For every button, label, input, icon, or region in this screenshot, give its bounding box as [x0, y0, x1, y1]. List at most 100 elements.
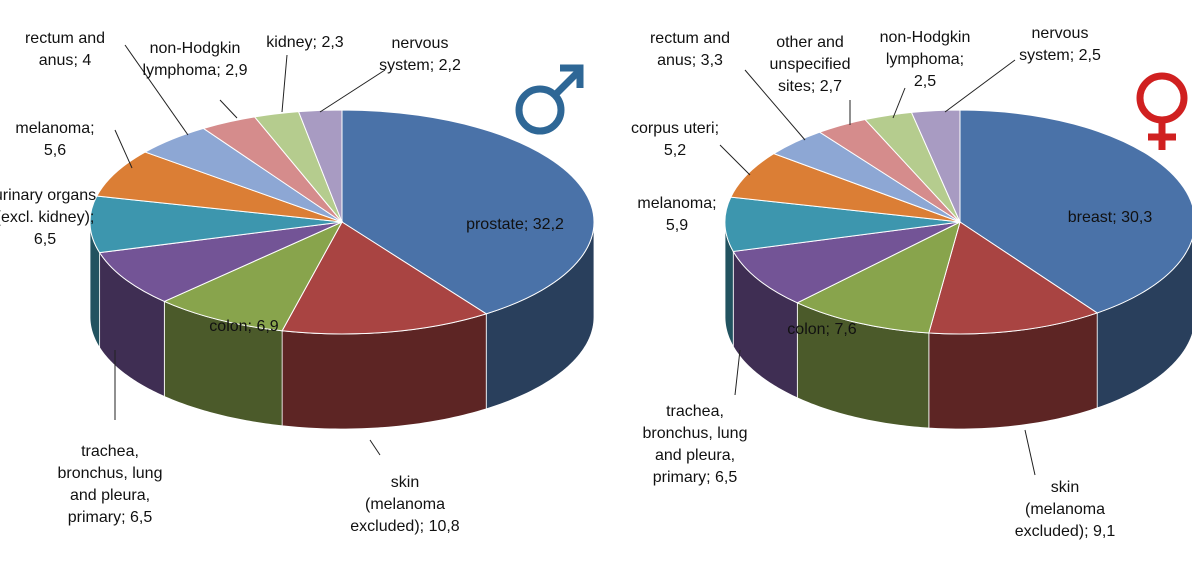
- data-label: melanoma; 5,6: [5, 118, 105, 162]
- category-label: breast: [1067, 209, 1113, 226]
- value-label: 5,2: [663, 142, 687, 159]
- category-label: skin (melanoma excluded): [350, 474, 446, 535]
- category-label: prostate: [466, 216, 524, 233]
- data-label: rectum and anus; 4: [10, 28, 120, 72]
- category-label: non-Hodgkin lymphoma: [879, 29, 971, 68]
- label-separator: ;: [216, 62, 221, 79]
- data-label: prostate; 32,2: [465, 214, 565, 236]
- leader-line: [944, 59, 1016, 113]
- category-label: rectum and anus: [649, 30, 731, 69]
- leader-line: [1024, 429, 1036, 476]
- label-separator: ;: [712, 195, 717, 212]
- label-separator: ;: [429, 57, 435, 74]
- pie-slice: [910, 109, 961, 223]
- value-label: 2,2: [438, 57, 461, 74]
- male-symbol: [515, 64, 584, 135]
- pie-slice: [281, 221, 488, 335]
- leader-line: [892, 87, 906, 119]
- pie-slice: [163, 220, 344, 332]
- pie-slice: [732, 221, 961, 304]
- value-label: 9,1: [1093, 523, 1116, 540]
- value-label: 6,5: [715, 469, 738, 486]
- value-label: 5,9: [665, 217, 689, 234]
- label-separator: ;: [959, 51, 965, 68]
- value-label: 2,5: [1078, 47, 1101, 64]
- value-label: 6,5: [130, 509, 153, 526]
- label-separator: ;: [691, 52, 697, 69]
- leader-line: [219, 99, 238, 119]
- category-label: colon: [787, 321, 826, 338]
- leader-line: [114, 129, 133, 169]
- value-label: 2,3: [321, 34, 344, 51]
- label-separator: ;: [810, 78, 816, 95]
- category-label: nervous system: [379, 35, 449, 74]
- category-label: urinary organs (excl. kidney): [0, 187, 97, 226]
- leader-line: [719, 144, 751, 176]
- category-label: melanoma: [637, 195, 713, 212]
- label-separator: ;: [419, 518, 425, 535]
- label-separator: ;: [90, 120, 95, 137]
- data-label: rectum and anus; 3,3: [635, 28, 745, 72]
- pie-sides: [724, 221, 1192, 430]
- pie-tops: [724, 109, 1192, 335]
- leader-line: [744, 69, 806, 141]
- value-label: 30,3: [1121, 209, 1153, 226]
- data-label: corpus uteri; 5,2: [620, 118, 730, 162]
- leader-line: [281, 54, 288, 113]
- leader-line: [124, 44, 189, 136]
- label-separator: ;: [706, 469, 711, 486]
- pie-slice: [98, 221, 343, 302]
- category-label: other and unspecified sites: [769, 34, 851, 95]
- value-label: 5,6: [43, 142, 67, 159]
- data-label: colon; 6,9: [179, 316, 309, 338]
- data-label: non-Hodgkin lymphoma; 2,5: [875, 27, 975, 93]
- category-label: skin (melanoma excluded): [1014, 479, 1106, 540]
- pie-slice: [928, 221, 1099, 335]
- pie-slice: [341, 109, 595, 315]
- label-separator: ;: [523, 216, 529, 233]
- label-separator: ;: [825, 321, 830, 338]
- data-label: urinary organs (excl. kidney); 6,5: [0, 185, 108, 251]
- category-label: kidney: [266, 34, 313, 51]
- value-label: 2,5: [913, 73, 937, 90]
- value-label: 3,3: [700, 52, 723, 69]
- label-separator: ;: [312, 34, 317, 51]
- label-separator: ;: [247, 318, 252, 335]
- category-label: trachea, bronchus, lung and pleura, prim…: [642, 403, 748, 486]
- leader-line: [734, 349, 741, 396]
- data-label: nervous system; 2,5: [1005, 23, 1115, 67]
- data-label: skin (melanoma excluded); 9,1: [1010, 477, 1120, 543]
- pie-slice: [959, 109, 1192, 314]
- data-label: nervous system; 2,2: [365, 33, 475, 77]
- data-label: trachea, bronchus, lung and pleura, prim…: [55, 441, 165, 529]
- value-label: 2,7: [819, 78, 843, 95]
- leader-line: [319, 69, 386, 113]
- pie-slice: [297, 109, 343, 223]
- label-separator: ;: [73, 52, 78, 69]
- pie-sides: [89, 221, 595, 430]
- label-separator: ;: [1112, 209, 1117, 226]
- value-label: 2,9: [225, 62, 248, 79]
- data-label: kidney; 2,3: [255, 32, 355, 54]
- pie-slice: [96, 151, 343, 223]
- pie-tops: [89, 109, 595, 335]
- label-separator: ;: [89, 209, 95, 226]
- label-separator: ;: [714, 120, 720, 137]
- label-separator: ;: [1069, 47, 1075, 64]
- data-label: colon; 7,6: [767, 319, 877, 341]
- label-separator: ;: [121, 509, 126, 526]
- value-label: 4: [82, 52, 92, 69]
- category-label: melanoma: [15, 120, 91, 137]
- data-label: breast; 30,3: [1055, 207, 1165, 229]
- data-label: non-Hodgkin lymphoma; 2,9: [140, 38, 250, 82]
- data-label: skin (melanoma excluded); 10,8: [350, 472, 460, 538]
- pie-slice: [89, 195, 343, 254]
- category-label: nervous system: [1019, 25, 1089, 64]
- data-label: other and unspecified sites; 2,7: [760, 32, 860, 98]
- female-symbol: [1136, 72, 1188, 150]
- category-label: trachea, bronchus, lung and pleura, prim…: [57, 443, 163, 526]
- category-label: colon: [209, 318, 248, 335]
- category-label: rectum and anus: [24, 30, 106, 69]
